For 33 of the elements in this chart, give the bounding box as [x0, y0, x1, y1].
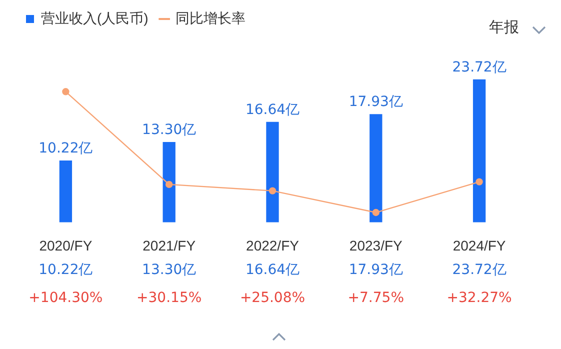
data-label: +32.27% — [446, 290, 512, 306]
legend-label: 同比增长率 — [175, 10, 246, 26]
bar — [472, 79, 486, 222]
data-label: 16.64亿 — [245, 262, 300, 278]
x-tick-label: 2023/FY — [349, 237, 404, 254]
data-label: 23.72亿 — [452, 262, 506, 278]
bar — [370, 114, 382, 222]
data-label: 17.93亿 — [348, 262, 403, 278]
text: 17.93亿 — [348, 94, 403, 110]
text: 年报 — [489, 18, 519, 37]
bar — [59, 160, 72, 222]
data-label: +7.75% — [348, 290, 404, 306]
point — [268, 187, 276, 194]
text: 16.64亿 — [245, 102, 300, 118]
data-label: 10.22亿 — [38, 262, 93, 278]
point — [372, 208, 380, 216]
point — [62, 88, 70, 96]
data-label: 13.30亿 — [142, 262, 196, 278]
point — [166, 180, 173, 188]
text: 13.30亿 — [142, 122, 196, 138]
x-tick-label: 2022/FY — [246, 237, 300, 254]
data-label: +104.30% — [28, 290, 103, 306]
text: 10.22亿 — [38, 140, 93, 156]
point — [476, 178, 483, 186]
x-tick-label: 2021/FY — [142, 237, 196, 254]
text: 23.72亿 — [452, 59, 506, 76]
bar — [162, 142, 176, 222]
bar — [266, 122, 279, 222]
data-label: +30.15% — [136, 290, 202, 306]
legend-label: 营业收入(人民币) — [41, 10, 148, 26]
x-tick-label: 2024/FY — [452, 237, 506, 254]
data-label: +25.08% — [240, 290, 306, 306]
x-tick-label: 2020/FY — [39, 237, 93, 254]
